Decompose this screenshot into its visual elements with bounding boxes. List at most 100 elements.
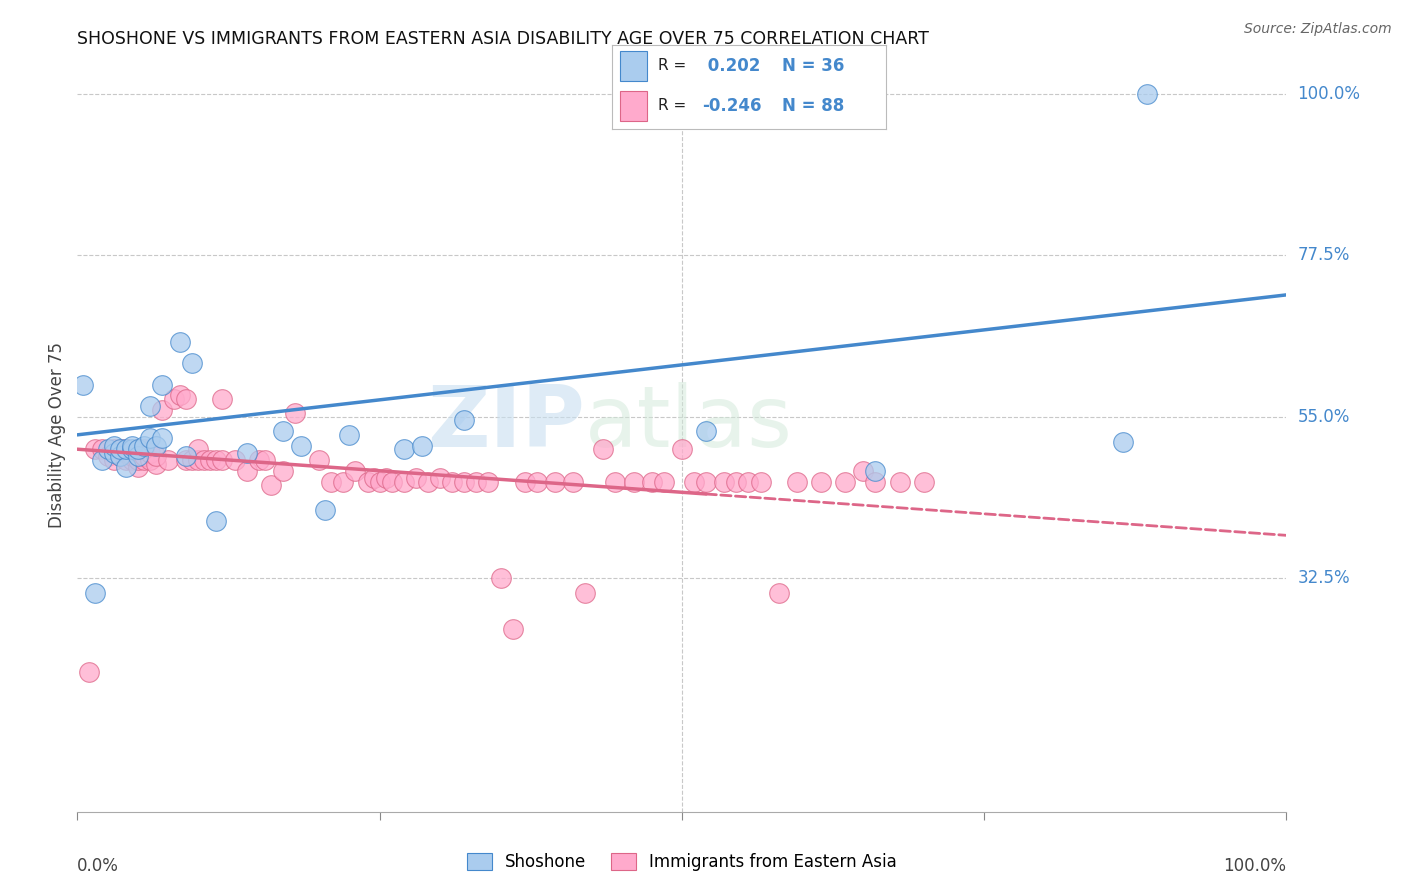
Point [453, 413, 475, 427]
Point [174, 450, 197, 464]
Point [139, 399, 162, 413]
Point [356, 475, 378, 489]
Bar [620, 91, 647, 120]
Point [623, 475, 645, 489]
Point [290, 439, 312, 453]
Point [139, 446, 162, 460]
Point [411, 439, 433, 453]
Point [132, 453, 155, 467]
Point [1112, 435, 1135, 450]
Y-axis label: Disability Age Over 75: Disability Age Over 75 [48, 342, 66, 528]
Point [132, 450, 155, 464]
Point [852, 464, 875, 478]
Point [574, 586, 596, 600]
Point [145, 439, 167, 453]
Point [114, 446, 136, 460]
Point [453, 475, 475, 489]
Point [592, 442, 614, 457]
Text: N = 36: N = 36 [782, 57, 844, 75]
Point [103, 439, 125, 453]
Point [260, 478, 283, 492]
Point [737, 475, 759, 489]
Point [181, 356, 204, 370]
Point [344, 464, 367, 478]
Text: 0.202: 0.202 [702, 57, 761, 75]
Point [211, 392, 233, 406]
Point [121, 442, 143, 457]
Point [114, 453, 136, 467]
Point [713, 475, 735, 489]
Text: 32.5%: 32.5% [1298, 569, 1350, 588]
Point [114, 442, 136, 457]
Point [526, 475, 548, 489]
Point [865, 464, 887, 478]
Point [139, 432, 162, 446]
Point [150, 377, 173, 392]
Point [108, 442, 131, 457]
Point [132, 442, 155, 457]
Point [174, 392, 197, 406]
Point [187, 442, 209, 457]
Point [235, 446, 257, 460]
Point [749, 475, 772, 489]
Point [725, 475, 748, 489]
Point [671, 442, 693, 457]
Point [90, 442, 112, 457]
Point [429, 471, 451, 485]
Point [683, 475, 706, 489]
Point [211, 453, 233, 467]
Point [284, 406, 307, 420]
Point [127, 442, 149, 457]
Point [368, 475, 391, 489]
Point [169, 334, 191, 349]
Point [127, 450, 149, 464]
Point [441, 475, 464, 489]
Point [200, 453, 222, 467]
Point [695, 424, 717, 438]
Text: SHOSHONE VS IMMIGRANTS FROM EASTERN ASIA DISABILITY AGE OVER 75 CORRELATION CHAR: SHOSHONE VS IMMIGRANTS FROM EASTERN ASIA… [77, 30, 929, 48]
Text: 100.0%: 100.0% [1298, 85, 1361, 103]
Point [544, 475, 567, 489]
Point [912, 475, 935, 489]
Point [465, 475, 488, 489]
Point [103, 453, 125, 467]
Point [132, 439, 155, 453]
Point [169, 388, 191, 402]
Text: R =: R = [658, 58, 686, 73]
Point [381, 475, 404, 489]
Point [193, 453, 215, 467]
Point [513, 475, 536, 489]
Point [121, 450, 143, 464]
Point [108, 450, 131, 464]
Point [90, 453, 112, 467]
Point [121, 453, 143, 467]
Point [768, 586, 790, 600]
Point [271, 424, 294, 438]
Text: 100.0%: 100.0% [1223, 857, 1286, 875]
Point [641, 475, 664, 489]
Point [489, 571, 512, 585]
Point [810, 475, 832, 489]
Point [605, 475, 627, 489]
Point [253, 453, 276, 467]
Point [150, 402, 173, 417]
Point [108, 442, 131, 457]
Text: 0.0%: 0.0% [77, 857, 120, 875]
Point [1136, 87, 1159, 101]
Point [72, 377, 94, 392]
Bar [620, 52, 647, 81]
Point [121, 439, 143, 453]
Point [865, 475, 887, 489]
Point [392, 442, 415, 457]
Point [562, 475, 585, 489]
Point [205, 453, 228, 467]
Point [363, 471, 385, 485]
Point [308, 453, 330, 467]
Point [127, 460, 149, 475]
Point [889, 475, 911, 489]
Text: 55.0%: 55.0% [1298, 408, 1350, 425]
Text: -0.246: -0.246 [702, 96, 762, 114]
Text: R =: R = [658, 98, 686, 113]
Point [103, 442, 125, 457]
Point [339, 427, 360, 442]
